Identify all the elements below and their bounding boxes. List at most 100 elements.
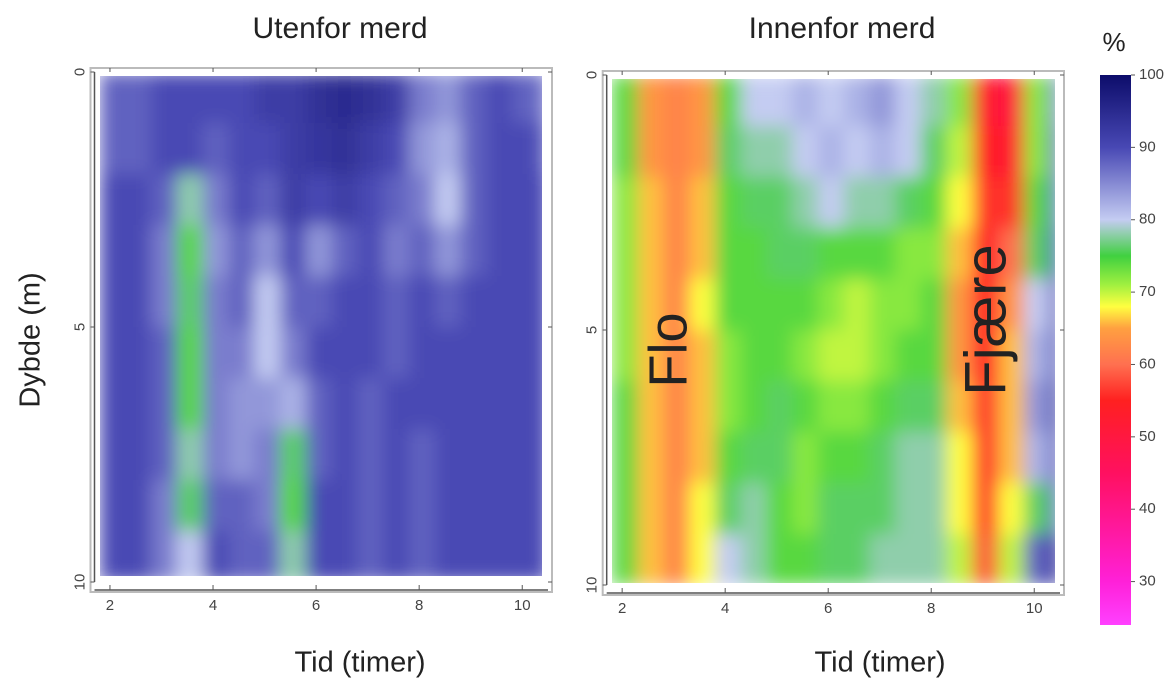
heat-cell xyxy=(228,174,255,226)
heat-cell xyxy=(663,330,690,382)
heat-cell xyxy=(792,483,819,535)
heat-cell xyxy=(663,279,690,331)
heat-cell xyxy=(280,276,307,328)
x-tick-label: 8 xyxy=(927,600,935,617)
heat-cell xyxy=(383,480,410,532)
heat-cell xyxy=(843,330,870,382)
heat-cell xyxy=(537,480,542,532)
heat-cell xyxy=(100,123,126,175)
heat-cell xyxy=(1049,228,1055,280)
heat-cell xyxy=(689,279,716,331)
heat-cell xyxy=(228,123,255,175)
heat-cell xyxy=(434,480,461,532)
heat-cell xyxy=(637,381,664,433)
heat-cell xyxy=(946,79,973,127)
y-tick-label: 5 xyxy=(71,323,88,331)
heat-cell xyxy=(817,279,845,331)
heat-cell xyxy=(817,228,845,280)
heat-cell xyxy=(151,225,178,277)
heat-cell xyxy=(792,228,819,280)
heat-cell xyxy=(280,123,307,175)
heat-cell xyxy=(434,327,461,379)
heat-cell xyxy=(511,276,539,328)
heat-cell xyxy=(305,327,333,379)
heat-cell xyxy=(460,480,487,532)
heat-cell xyxy=(280,225,307,277)
heat-cell xyxy=(1049,483,1055,535)
heat-cell xyxy=(1023,79,1051,127)
heat-cell xyxy=(817,534,845,583)
heat-cell xyxy=(689,381,716,433)
heat-cell xyxy=(946,330,973,382)
heat-cell xyxy=(766,432,793,484)
heat-cell xyxy=(202,276,229,328)
heat-cell xyxy=(612,126,639,178)
heat-cell xyxy=(714,330,742,382)
heat-cell xyxy=(202,76,229,124)
heat-cell xyxy=(792,381,819,433)
heat-cell xyxy=(689,79,716,127)
heat-cell xyxy=(202,378,229,430)
heat-cell xyxy=(254,531,281,576)
heat-cell xyxy=(434,123,461,175)
heat-cell xyxy=(125,123,152,175)
heat-cell xyxy=(714,381,742,433)
heat-cell xyxy=(228,276,255,328)
heat-cell xyxy=(998,126,1025,178)
heat-cell xyxy=(895,483,922,535)
heat-cell xyxy=(254,76,281,124)
heat-cell xyxy=(843,228,870,280)
heat-cell xyxy=(408,531,436,576)
heat-cell xyxy=(946,483,973,535)
x-tick-label: 4 xyxy=(721,600,729,617)
heat-cell xyxy=(357,123,384,175)
heat-cell xyxy=(843,177,870,229)
heat-cell xyxy=(511,480,539,532)
heat-cell xyxy=(792,79,819,127)
heat-cell xyxy=(714,534,742,583)
heat-cell xyxy=(357,429,384,481)
heat-cell xyxy=(998,534,1025,583)
heat-cell xyxy=(280,531,307,576)
heat-cell xyxy=(998,432,1025,484)
heat-cell xyxy=(740,126,767,178)
heat-cell xyxy=(408,76,436,124)
heat-cell xyxy=(408,327,436,379)
heat-cell xyxy=(202,225,229,277)
heat-cell xyxy=(637,483,664,535)
heat-cell xyxy=(383,429,410,481)
heat-cell xyxy=(305,76,333,124)
heat-cell xyxy=(202,327,229,379)
heat-cell xyxy=(331,174,358,226)
heat-cell xyxy=(920,483,948,535)
heat-cell xyxy=(100,429,126,481)
heat-cell xyxy=(460,123,487,175)
heat-cell xyxy=(331,123,358,175)
heat-cell xyxy=(125,76,152,124)
heat-cell xyxy=(100,225,126,277)
heat-cell xyxy=(176,174,204,226)
heat-cell xyxy=(511,531,539,576)
heat-cell xyxy=(920,381,948,433)
heat-cell xyxy=(792,432,819,484)
heat-cell xyxy=(357,531,384,576)
heat-cell xyxy=(1023,177,1051,229)
heat-cell xyxy=(408,123,436,175)
heat-cell xyxy=(689,177,716,229)
heat-cell xyxy=(972,381,999,433)
heat-cell xyxy=(843,534,870,583)
heat-cell xyxy=(1049,79,1055,127)
heat-cell xyxy=(460,76,487,124)
heat-cell xyxy=(460,327,487,379)
heat-cell xyxy=(1049,381,1055,433)
heat-cell xyxy=(972,177,999,229)
heat-cell xyxy=(125,327,152,379)
heat-cell xyxy=(920,126,948,178)
heat-cell xyxy=(637,432,664,484)
heat-cell xyxy=(434,174,461,226)
heat-cell xyxy=(331,531,358,576)
heat-cell xyxy=(1023,330,1051,382)
heat-cell xyxy=(714,79,742,127)
heatmap xyxy=(100,76,542,576)
heat-cell xyxy=(792,126,819,178)
